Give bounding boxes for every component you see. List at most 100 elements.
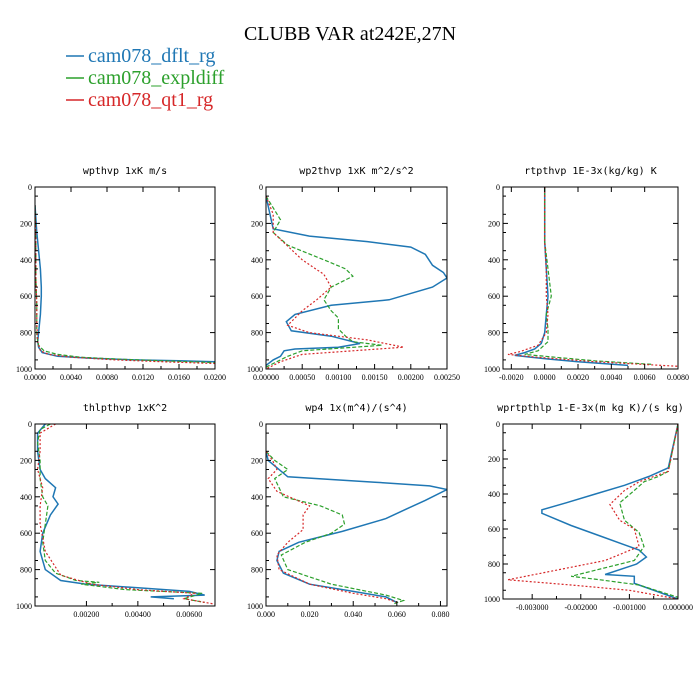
series-group — [507, 424, 678, 599]
y-tick-label: 600 — [251, 529, 263, 538]
x-tick-label: 0.00400 — [125, 610, 151, 619]
y-tick-label: 600 — [488, 525, 500, 534]
series-group — [266, 450, 447, 605]
y-tick-label: 0 — [496, 183, 500, 192]
y-tick-label: 600 — [20, 529, 32, 538]
y-tick-label: 1000 — [16, 602, 32, 611]
y-tick-label: 200 — [488, 455, 500, 464]
x-tick-label: 0.00100 — [325, 373, 351, 382]
x-tick-label: 0.000000 — [663, 603, 693, 612]
y-tick-label: 600 — [251, 292, 263, 301]
x-tick-label: 0.020 — [301, 610, 319, 619]
x-tick-label: -0.001000 — [613, 603, 646, 612]
x-tick-label: 0.0080 — [96, 373, 118, 382]
panel-title: wp2thvp 1xK m^2/s^2 — [299, 166, 413, 177]
plot-frame — [502, 186, 679, 370]
series-group — [35, 205, 215, 365]
x-tick-label: 0.00200 — [73, 610, 99, 619]
series-line-cam078_expldiff — [570, 424, 678, 598]
y-tick-label: 800 — [488, 329, 500, 338]
y-tick-label: 1000 — [247, 602, 263, 611]
x-tick-label: 0.00000 — [253, 373, 279, 382]
y-tick-label: 400 — [251, 256, 263, 265]
series-line-cam078_expldiff — [36, 424, 205, 603]
x-tick-label: 0.080 — [431, 610, 449, 619]
x-tick-label: 0.0000 — [534, 373, 556, 382]
x-tick-label: 0.0120 — [132, 373, 154, 382]
panel-title: wprtpthlp 1-E-3x(m kg K)/(s kg) — [497, 403, 684, 414]
y-tick-label: 1000 — [247, 365, 263, 374]
y-tick-label: 1000 — [484, 365, 500, 374]
panel-6: wprtpthlp 1-E-3x(m kg K)/(s kg) 0 200 400 60… — [484, 403, 693, 612]
series-line-cam078_dflt_rg — [266, 451, 447, 604]
series-line-cam078_dflt_rg — [266, 195, 447, 366]
series-line-cam078_qt1_rg — [266, 195, 404, 369]
plot-frame — [34, 423, 216, 607]
legend-label-cam078_dflt_rg: cam078_dflt_rg — [88, 45, 215, 67]
y-tick-label: 400 — [251, 493, 263, 502]
x-tick-label: 0.060 — [388, 610, 406, 619]
y-tick-label: 1000 — [484, 595, 500, 604]
x-tick-label: 0.0160 — [168, 373, 190, 382]
y-tick-label: 200 — [20, 456, 32, 465]
x-tick-label: 0.040 — [344, 610, 362, 619]
series-line-cam078_expldiff — [524, 187, 654, 365]
y-tick-label: 400 — [488, 490, 500, 499]
series-line-cam078_qt1_rg — [36, 424, 215, 605]
x-tick-label: 0.0040 — [60, 373, 82, 382]
x-tick-label: 0.0020 — [567, 373, 589, 382]
series-line-cam078_dflt_rg — [541, 424, 678, 599]
legend-label-cam078_qt1_rg: cam078_qt1_rg — [88, 89, 213, 111]
x-tick-label: -0.003000 — [516, 603, 549, 612]
y-tick-label: 0 — [259, 183, 263, 192]
panel-3: rtpthvp 1E-3x(kg/kg) K 0 200 400 600 800 1000-… — [484, 166, 689, 382]
y-tick-label: 1000 — [16, 365, 32, 374]
panel-4: thlpthvp 1xK^2 0 200 400 600 800 1000 0.00200 0.… — [16, 403, 216, 619]
plot-frame — [34, 186, 216, 370]
series-line-cam078_qt1_rg — [266, 450, 397, 603]
panel-title: wpthvp 1xK m/s — [83, 166, 167, 177]
y-tick-label: 0 — [28, 420, 32, 429]
x-tick-label: 0.0000 — [24, 373, 46, 382]
y-tick-label: 0 — [496, 420, 500, 429]
series-line-cam078_dflt_rg — [36, 424, 205, 600]
y-tick-label: 400 — [20, 256, 32, 265]
x-tick-label: 0.0080 — [667, 373, 689, 382]
y-tick-label: 200 — [488, 219, 500, 228]
x-tick-label: -0.0020 — [499, 373, 524, 382]
y-tick-label: 800 — [488, 560, 500, 569]
x-tick-label: -0.002000 — [564, 603, 597, 612]
y-tick-label: 0 — [259, 420, 263, 429]
x-tick-label: 0.0060 — [634, 373, 656, 382]
y-tick-label: 200 — [251, 456, 263, 465]
panel-title: wp4 1x(m^4)/(s^4) — [305, 403, 407, 414]
x-tick-label: 0.00150 — [362, 373, 388, 382]
x-tick-label: 0.00050 — [289, 373, 315, 382]
series-line-cam078_qt1_rg — [507, 424, 678, 599]
series-line-cam078_qt1_rg — [35, 205, 215, 365]
series-group — [266, 195, 447, 369]
plot-frame — [502, 423, 679, 600]
y-tick-label: 200 — [20, 219, 32, 228]
series-line-cam078_dflt_rg — [514, 187, 629, 367]
y-tick-label: 800 — [251, 566, 263, 575]
x-tick-label: 0.00200 — [398, 373, 424, 382]
series-group — [36, 424, 215, 605]
legend-label-cam078_expldiff: cam078_expldiff — [88, 67, 225, 89]
series-line-cam078_dflt_rg — [35, 205, 215, 363]
y-tick-label: 400 — [20, 493, 32, 502]
x-tick-label: 0.0200 — [204, 373, 226, 382]
x-tick-label: 0.0040 — [600, 373, 622, 382]
x-tick-label: 0.00600 — [176, 610, 202, 619]
panel-title: rtpthvp 1E-3x(kg/kg) K — [524, 166, 656, 177]
figure-title: CLUBB VAR at242E,27N — [244, 23, 456, 45]
x-tick-label: 0.00250 — [434, 373, 460, 382]
y-tick-label: 600 — [488, 292, 500, 301]
y-tick-label: 400 — [488, 256, 500, 265]
panel-2: wp2thvp 1xK m^2/s^2020040060080010000.00… — [247, 166, 460, 382]
legend: cam078_dflt_rgcam078_expldiffcam078_qt1_… — [66, 45, 225, 111]
series-line-cam078_expldiff — [35, 205, 215, 364]
